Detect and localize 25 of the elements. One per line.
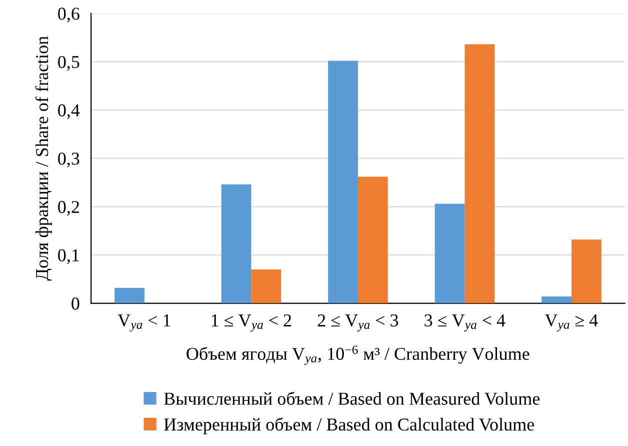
bar	[358, 176, 388, 304]
bar	[542, 296, 572, 304]
bar	[434, 204, 465, 304]
y-tick-label: 0,6	[58, 8, 80, 22]
bar	[571, 240, 602, 304]
y-tick-label: 0,2	[58, 200, 79, 216]
y-tick-label: 0	[72, 298, 80, 310]
y-axis-title: Доля фракции / Share of fraction	[35, 36, 52, 281]
x-axis-title: Объем ягоды V$_{ya}$, 10$^{−6}$ м³ / Cranberry Volume	[186, 346, 530, 365]
x-tick-label: 1 ≤ V$_{ya}$ < 2	[212, 314, 292, 332]
y-tick-label: 0,4	[58, 104, 80, 120]
y-tick-label: 0,1	[58, 249, 79, 264]
x-tick-label: V$_{ya}$ ≥ 4	[544, 314, 598, 332]
bar	[251, 269, 282, 304]
bar	[221, 184, 252, 304]
bar	[328, 60, 358, 304]
legend-label: Измеренный объем / Based on Calculated Volume	[164, 418, 534, 434]
y-tick-label: 0,5	[58, 56, 80, 71]
y-tick-label: 0,3	[58, 152, 80, 168]
legend-label: Вычисленный объем / Based on Measured Volume	[164, 392, 540, 405]
x-tick-label: V$_{ya}$ < 1	[118, 314, 170, 332]
bar	[464, 44, 495, 304]
bar	[114, 288, 144, 304]
x-tick-label: 2 ≤ V$_{ya}$ < 3	[318, 314, 398, 332]
x-tick-label: 3 ≤ V$_{ya}$ < 4	[424, 314, 506, 332]
